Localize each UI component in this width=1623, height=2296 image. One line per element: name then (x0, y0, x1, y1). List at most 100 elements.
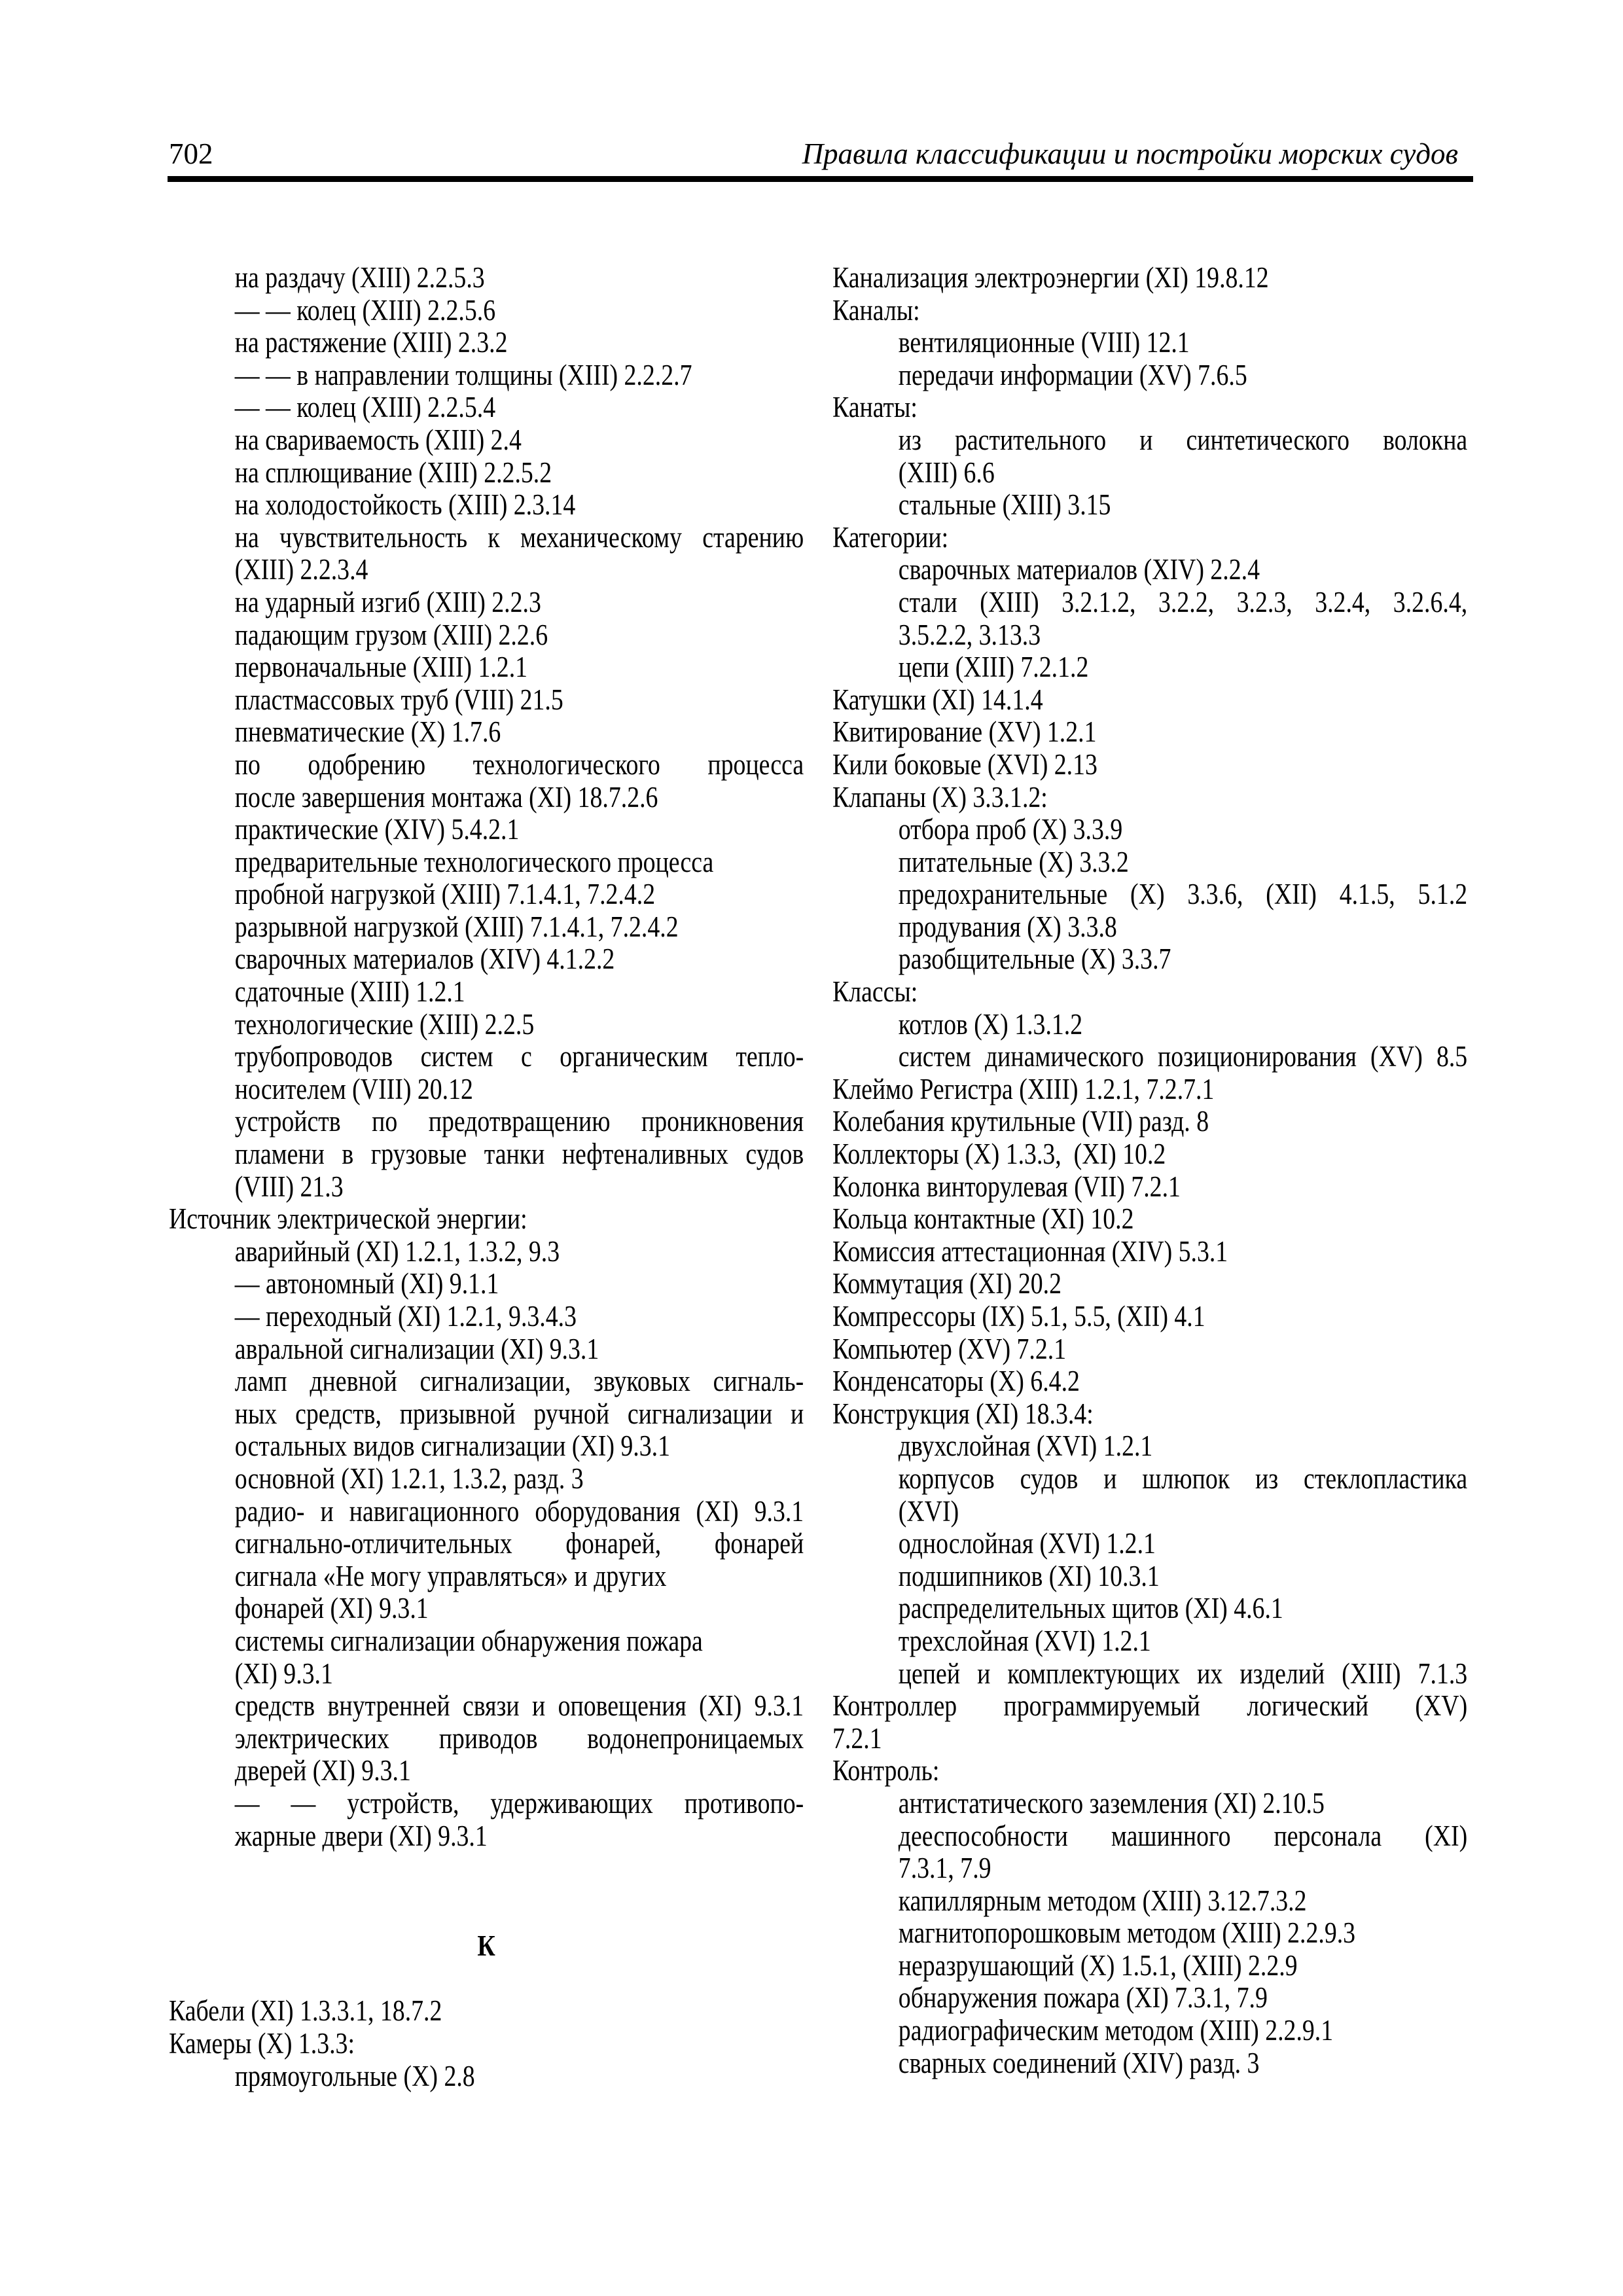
index-line: Камеры (X) 1.3.3: (169, 2027, 355, 2060)
index-line: электрических приводов водонепроницаемых (234, 1721, 804, 1755)
index-line: жарные двери (XI) 9.3.1 (234, 1819, 488, 1852)
index-line: технологические (XIII) 2.2.5 (234, 1007, 535, 1041)
index-line: на чувствительность к механическому стар… (234, 520, 804, 554)
index-line: разрывной нагрузкой (XIII) 7.1.4.1, 7.2.… (234, 910, 679, 943)
index-line: капиллярным методом (XIII) 3.12.7.3.2 (898, 1884, 1307, 1917)
header-rule (168, 176, 1473, 182)
index-line: Источник электрической энергии: (169, 1202, 527, 1236)
index-line: устройств по предотвращению проникновени… (234, 1105, 804, 1138)
index-line: носителем (VIII) 20.12 (234, 1072, 473, 1105)
index-column-right: Канализация электроэнергии (XI) 19.8.12 К… (832, 261, 1468, 2079)
index-line: (XIII) 2.2.3.4 (234, 553, 368, 586)
index-line: обнаружения пожара (XI) 7.3.1, 7.9 (898, 1981, 1268, 2015)
index-line: авральной сигнализации (XI) 9.3.1 (234, 1332, 599, 1365)
index-line: на ударный изгиб (XIII) 2.2.3 (234, 585, 541, 619)
index-line: основной (XI) 1.2.1, 1.3.2, разд. 3 (234, 1462, 584, 1495)
running-title: Правила классификации и постройки морски… (802, 137, 1458, 170)
page-number: 702 (169, 137, 213, 170)
index-line: на свариваемость (XIII) 2.4 (234, 423, 522, 456)
section-letter-heading: К (477, 1929, 495, 1963)
index-line: отбора проб (X) 3.3.9 (898, 813, 1123, 846)
index-line: практические (XIV) 5.4.2.1 (234, 813, 520, 846)
index-line: Кольца контактные (XI) 10.2 (832, 1202, 1134, 1236)
index-line: трубопроводов систем с органическим тепл… (234, 1040, 804, 1073)
index-line: ламп дневной сигнализации, звуковых сигн… (234, 1365, 804, 1398)
index-line: Контроллер программируемый логический (X… (832, 1689, 1468, 1723)
blank-line (169, 1885, 804, 1918)
index-line: на раздачу (XIII) 2.2.5.3 (234, 261, 485, 294)
index-line: Категории: (832, 520, 949, 554)
index-line: Квитирование (XV) 1.2.1 (832, 715, 1097, 749)
index-line: остальных видов сигнализации (XI) 9.3.1 (234, 1429, 671, 1463)
index-line: сварочных материалов (XIV) 2.2.4 (898, 553, 1260, 586)
index-line: 3.5.2.2, 3.13.3 (898, 618, 1041, 651)
index-line: Катушки (XI) 14.1.4 (832, 683, 1043, 716)
index-line: Компрессоры (IX) 5.1, 5.5, (XII) 4.1 (832, 1300, 1205, 1333)
index-line: 7.2.1 (832, 1721, 882, 1755)
index-line: Конденсаторы (X) 6.4.2 (832, 1365, 1080, 1398)
index-line: разобщительные (X) 3.3.7 (898, 942, 1171, 976)
index-line: — — колец (XIII) 2.2.5.6 (234, 293, 496, 327)
index-line: сдаточные (XIII) 1.2.1 (234, 975, 465, 1009)
index-line: системы сигнализации обнаружения пожара (234, 1624, 703, 1657)
index-line: корпусов судов и шлюпок из стеклопластик… (898, 1462, 1468, 1495)
index-line: Коммутация (XI) 20.2 (832, 1267, 1061, 1300)
index-line: прямоугольные (X) 2.8 (234, 2059, 475, 2092)
index-line: Канаты: (832, 391, 918, 424)
index-line: пламени в грузовые танки нефтеналивных с… (234, 1138, 804, 1171)
index-line: — переходный (XI) 1.2.1, 9.3.4.3 (234, 1300, 577, 1333)
index-line: цепей и комплектующих их изделий (XIII) … (898, 1657, 1468, 1690)
index-line: однослойная (XVI) 1.2.1 (898, 1527, 1156, 1560)
index-line: сигнально-отличительных фонарей, фонарей (234, 1527, 804, 1560)
index-line: распределительных щитов (XI) 4.6.1 (898, 1592, 1283, 1625)
index-line: после завершения монтажа (XI) 18.7.2.6 (234, 780, 658, 814)
index-line: Колонка винторулевая (VII) 7.2.1 (832, 1170, 1181, 1203)
index-line: на растяжение (XIII) 2.3.2 (234, 326, 508, 359)
index-line: предохранительные (X) 3.3.6, (XII) 4.1.5… (898, 878, 1468, 911)
index-line: первоначальные (XIII) 1.2.1 (234, 651, 528, 684)
index-line: Контроль: (832, 1754, 940, 1787)
blank-line (169, 1852, 804, 1885)
index-line: из растительного и синтетического волокн… (898, 423, 1468, 456)
index-line: — — в направлении толщины (XIII) 2.2.2.7 (234, 358, 692, 391)
index-line: пневматические (X) 1.7.6 (234, 715, 501, 749)
index-line: цепи (XIII) 7.2.1.2 (898, 651, 1089, 684)
index-line: магнитопорошковым методом (XIII) 2.2.9.3 (898, 1916, 1356, 1950)
index-line: Компьютер (XV) 7.2.1 (832, 1332, 1067, 1365)
index-line: Кабели (XI) 1.3.3.1, 18.7.2 (169, 1994, 442, 2028)
index-line: средств внутренней связи и оповещения (X… (234, 1689, 804, 1723)
index-line: Конструкция (XI) 18.3.4: (832, 1397, 1094, 1430)
index-line: ных средств, призывной ручной сигнализац… (234, 1397, 804, 1430)
index-line: — — устройств, удерживающих противопо- (234, 1786, 804, 1820)
index-line: пластмассовых труб (VIII) 21.5 (234, 683, 563, 716)
index-line: падающим грузом (XIII) 2.2.6 (234, 618, 548, 651)
index-line: дееспособности машинного персонала (XI) (898, 1819, 1468, 1852)
index-line: (XVI) (898, 1494, 959, 1528)
index-line: подшипников (XI) 10.3.1 (898, 1559, 1160, 1592)
index-line: двухслойная (XVI) 1.2.1 (898, 1429, 1153, 1463)
index-line: (XI) 9.3.1 (234, 1657, 333, 1690)
index-line: (VIII) 21.3 (234, 1170, 344, 1203)
index-column-left: на раздачу (XIII) 2.2.5.3— — колец (XIII… (169, 261, 804, 2092)
index-line: Колебания крутильные (VII) разд. 8 (832, 1105, 1209, 1138)
index-line: радио- и навигационного оборудования (XI… (234, 1494, 804, 1528)
index-line: стальные (XIII) 3.15 (898, 488, 1111, 522)
index-line: на холодостойкость (XIII) 2.3.14 (234, 488, 576, 522)
index-line: питательные (X) 3.3.2 (898, 845, 1129, 878)
index-line: котлов (X) 1.3.1.2 (898, 1007, 1083, 1041)
index-line: стали (XIII) 3.2.1.2, 3.2.2, 3.2.3, 3.2.… (898, 585, 1468, 619)
index-line: пробной нагрузкой (XIII) 7.1.4.1, 7.2.4.… (234, 878, 656, 911)
index-line: Классы: (832, 975, 918, 1009)
index-line: Коллекторы (X) 1.3.3, (XI) 10.2 (832, 1138, 1166, 1171)
index-line: Кили боковые (XVI) 2.13 (832, 747, 1097, 781)
index-line: сварных соединений (XIV) разд. 3 (898, 2046, 1260, 2079)
index-line: по одобрению технологического процесса (234, 747, 804, 781)
index-line: передачи информации (XV) 7.6.5 (898, 358, 1247, 391)
index-line: дверей (XI) 9.3.1 (234, 1754, 411, 1787)
index-line: Канализация электроэнергии (XI) 19.8.12 (832, 261, 1269, 294)
index-line: фонарей (XI) 9.3.1 (234, 1592, 429, 1625)
blank-line (169, 1963, 804, 1996)
index-line: продувания (X) 3.3.8 (898, 910, 1117, 943)
index-line: систем динамического позиционирования (X… (898, 1040, 1468, 1073)
